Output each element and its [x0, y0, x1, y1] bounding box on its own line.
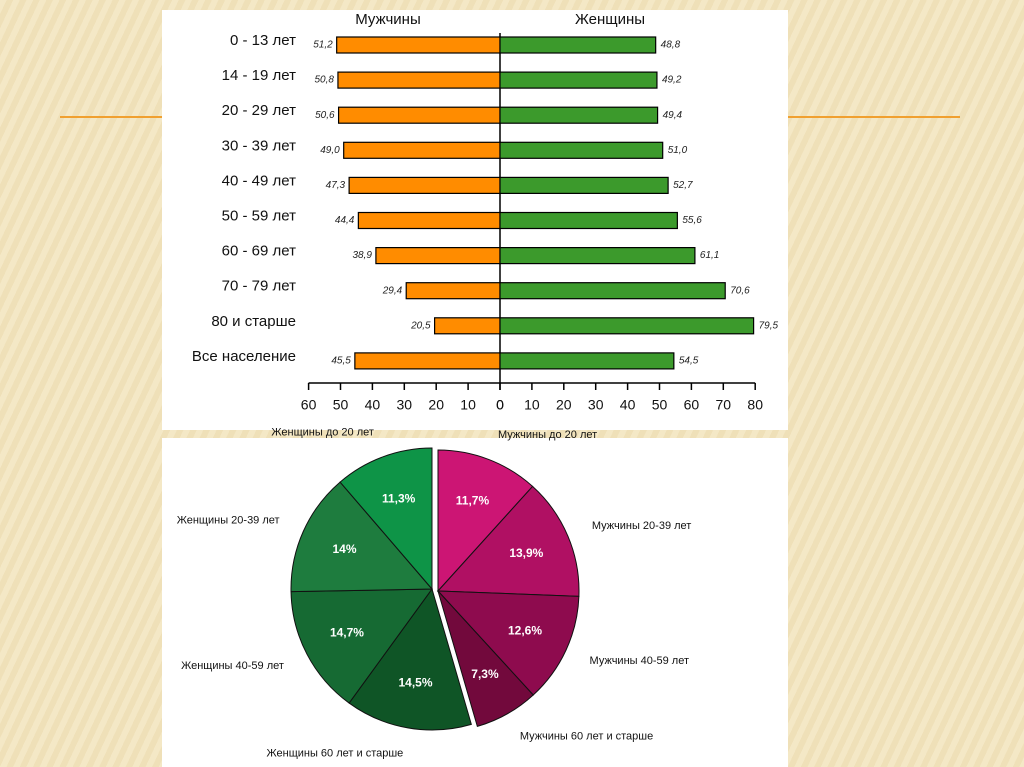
slice-value: 14,5%: [398, 676, 432, 690]
bar: [337, 106, 501, 124]
women-header: Женщины: [575, 11, 645, 28]
x2-tick-label: 30: [397, 397, 413, 413]
x-tick-label: 50: [652, 397, 668, 413]
value-label: 49,0: [320, 145, 340, 156]
category-label: 70 - 79 лет: [222, 278, 296, 295]
x2-tick-label: 40: [365, 397, 381, 413]
pie-slice: [437, 449, 534, 593]
x-tick-label: 10: [524, 397, 540, 413]
category-label: 30 - 39 лет: [222, 137, 296, 154]
x-tick-label: 40: [620, 397, 636, 413]
slice-label: Женщины 20-39 лет: [177, 515, 280, 527]
pie-slice: [290, 481, 434, 593]
value-label: 54,5: [679, 356, 699, 367]
value-label: 50,6: [315, 110, 335, 121]
category-label: Все население: [192, 348, 296, 365]
value-label: 47,3: [326, 180, 346, 191]
slice-label: Мужчины 20-39 лет: [592, 520, 691, 532]
bar: [499, 106, 659, 124]
category-label: 14 - 19 лет: [222, 67, 296, 84]
bar: [343, 141, 501, 159]
pie-slice: [290, 588, 433, 704]
bar: [337, 71, 501, 89]
value-label: 45,5: [331, 356, 351, 367]
bar: [357, 211, 501, 230]
slice-value: 14%: [332, 542, 356, 556]
bar: [499, 247, 696, 265]
bar: [434, 317, 501, 335]
x-tick-label: 60: [684, 397, 700, 413]
bar: [499, 176, 669, 194]
bar: [405, 282, 501, 300]
x2-tick-label: 60: [301, 397, 317, 413]
x-tick-label: 0: [496, 397, 504, 413]
value-label: 49,4: [663, 110, 683, 121]
category-label: 20 - 29 лет: [222, 102, 296, 119]
x2-tick-label: 50: [333, 397, 349, 413]
bar: [375, 247, 501, 265]
bar: [354, 352, 501, 370]
x-tick-label: 80: [747, 397, 763, 413]
value-label: 49,2: [662, 75, 682, 86]
value-label: 38,9: [352, 250, 372, 261]
bar: [348, 176, 501, 194]
bar: [499, 282, 726, 300]
x2-tick-label: 0: [496, 397, 504, 413]
category-label: 50 - 59 лет: [222, 207, 296, 224]
x-tick-label: 20: [556, 397, 572, 413]
value-label: 29,4: [382, 285, 403, 296]
bar: [499, 317, 755, 335]
pie-slice: [348, 587, 472, 731]
bar: [499, 141, 664, 159]
value-label: 48,8: [661, 40, 681, 51]
category-label: 80 и старше: [211, 313, 296, 330]
value-label: 50,8: [314, 75, 334, 86]
pie-slice: [436, 590, 580, 696]
pie-slice: [436, 485, 580, 597]
x-tick-label: 70: [716, 397, 732, 413]
value-label: 61,1: [700, 250, 719, 261]
bar: [499, 211, 678, 230]
pie-slice: [339, 447, 433, 591]
bar: [499, 36, 657, 54]
slice-value: 11,3%: [382, 491, 416, 505]
slice-label: Мужчины до 20 лет: [498, 429, 597, 441]
slice-value: 11,7%: [456, 494, 490, 508]
value-label: 51,2: [313, 40, 333, 51]
category-label: 40 - 49 лет: [222, 172, 296, 189]
bar: [499, 71, 658, 89]
slice-label: Мужчины 40-59 лет: [590, 655, 689, 667]
value-label: 44,4: [335, 215, 355, 226]
x2-tick-label: 20: [428, 397, 444, 413]
x2-tick-label: 10: [460, 397, 476, 413]
slice-value: 13,9%: [509, 546, 543, 560]
bar: [336, 36, 501, 54]
slice-label: Мужчины 60 лет и старше: [520, 730, 653, 742]
value-label: 20,5: [410, 320, 431, 331]
value-label: 70,6: [730, 285, 750, 296]
bar: [499, 352, 675, 370]
category-label: 60 - 69 лет: [222, 243, 296, 260]
slice-label: Женщины 40-59 лет: [181, 660, 284, 672]
slice-label: Женщины до 20 лет: [271, 426, 374, 438]
slice-label: Женщины 60 лет и старше: [266, 747, 403, 759]
category-label: 0 - 13 лет: [230, 32, 296, 49]
slice-value: 12,6%: [508, 623, 542, 637]
slice-value: 14,7%: [330, 626, 364, 640]
men-header: Мужчины: [355, 11, 420, 28]
pie-slice: [437, 590, 534, 728]
value-label: 51,0: [668, 145, 688, 156]
slice-value: 7,3%: [471, 667, 499, 681]
value-label: 52,7: [673, 180, 693, 191]
value-label: 79,5: [759, 320, 779, 331]
x-tick-label: 30: [588, 397, 604, 413]
value-label: 55,6: [682, 215, 702, 226]
